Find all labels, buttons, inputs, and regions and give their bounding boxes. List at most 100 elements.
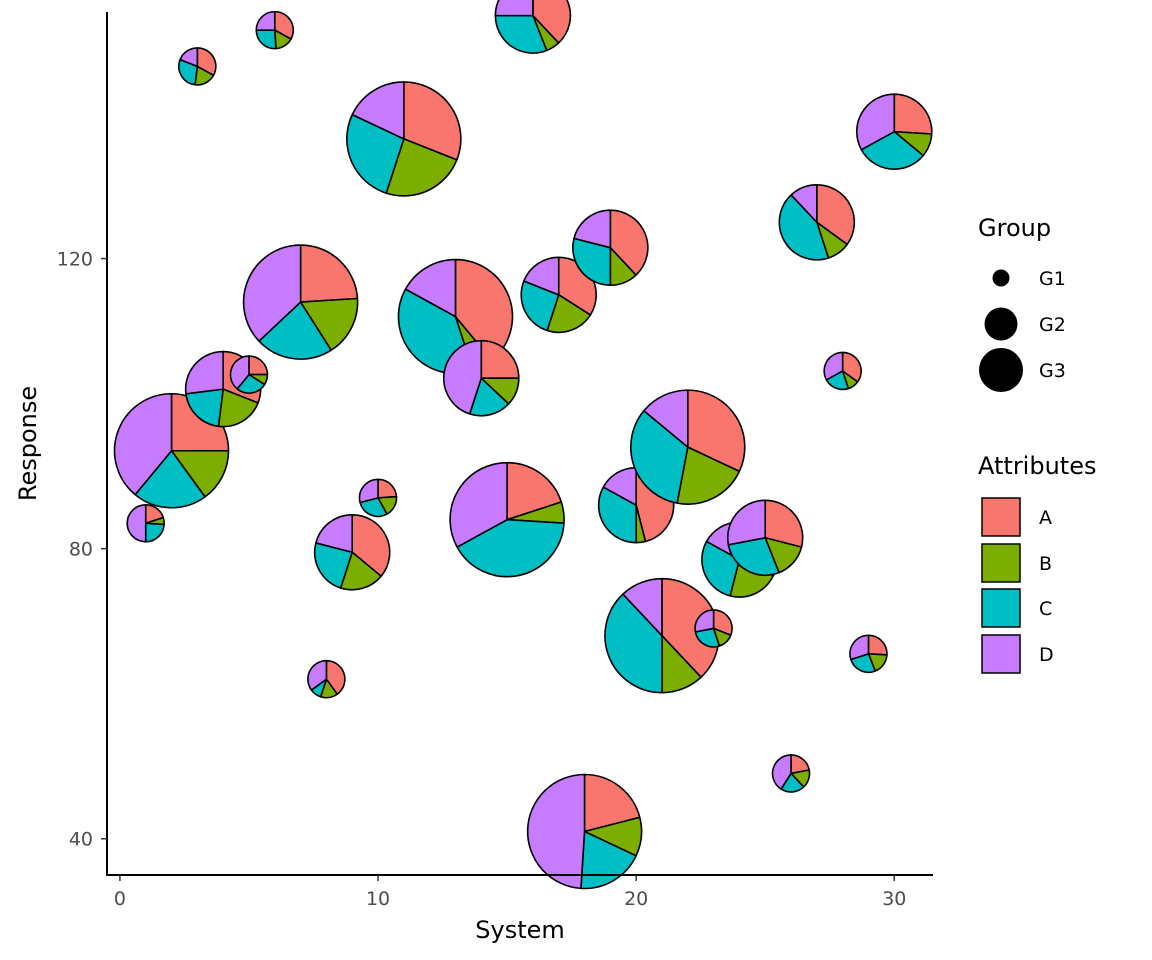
pie-slice-d (113, 392, 173, 496)
x-tick-label: 30 (882, 888, 906, 910)
pie-slice-d (771, 754, 792, 790)
pie-marker (823, 351, 862, 391)
pie-marker (346, 81, 462, 197)
pie-slice-d (126, 503, 147, 543)
legend-attribute-label: C (1039, 598, 1052, 620)
x-tick-label: 0 (114, 888, 126, 910)
legend-attribute-item: D (981, 634, 1054, 674)
pie-marker (630, 389, 746, 505)
pie-slice-c (134, 449, 206, 509)
pie-slice-a (480, 339, 520, 380)
legend-attribute-item: C (981, 588, 1052, 628)
pie-slice-d (726, 499, 767, 546)
pie-slice-d (315, 513, 354, 554)
pie-marker (604, 577, 720, 694)
pie-slice-d (523, 256, 560, 296)
pie-marker (726, 499, 804, 577)
pie-slice-c (346, 113, 405, 194)
legend-attributes-title: Attributes (978, 452, 1096, 480)
pie-slice-d (179, 47, 199, 68)
pie-marker (113, 392, 230, 509)
pie-slice-b (299, 297, 359, 352)
pie-slice-a (403, 81, 462, 161)
legend-group-symbol (979, 348, 1023, 392)
legend-group-item: G3 (979, 348, 1066, 392)
pie-slice-d (449, 461, 508, 548)
pie-slice-d (526, 773, 586, 890)
pie-marker (494, 0, 572, 54)
pie-slice-a (532, 0, 572, 44)
pie-slice-c (258, 301, 332, 360)
legend-attribute-label: B (1039, 553, 1052, 575)
pie-marker (358, 478, 398, 518)
pie-marker (449, 461, 565, 578)
pie-slice-a (816, 184, 856, 246)
pie-slice-c (468, 377, 510, 417)
pie-slice-d (229, 355, 250, 390)
legend-group-symbol (984, 307, 1018, 341)
legend-attribute-label: D (1039, 644, 1054, 666)
pie-slice-b (546, 294, 592, 334)
pie-slice-a (299, 244, 359, 303)
x-tick-label: 20 (624, 888, 648, 910)
pie-slice-a (506, 461, 563, 521)
legend-attribute-swatch (981, 634, 1021, 674)
pie-slice-d (790, 184, 818, 224)
pie-slice-a (712, 609, 733, 637)
pie-marker (771, 754, 811, 793)
pie-slice-c (520, 280, 560, 332)
pie-slice-b (385, 138, 458, 197)
x-axis-title: System (475, 916, 565, 944)
pie-slice-a (841, 351, 862, 383)
pie-marker (694, 609, 733, 648)
legend-group-label: G1 (1039, 268, 1066, 290)
pie-slice-d (184, 350, 224, 395)
pie-slice-d (855, 93, 896, 151)
pie-slice-c (778, 194, 830, 261)
pie-slice-c (185, 388, 224, 428)
y-tick-label: 80 (69, 539, 93, 561)
pie-marker (520, 256, 598, 334)
pie-slice-b (217, 388, 259, 428)
pie-slice-a (351, 513, 391, 577)
pie-slice-c (860, 130, 924, 170)
pie-slice-a (325, 659, 346, 695)
plot-area (113, 0, 933, 890)
pie-slice-d (351, 81, 405, 140)
legend-attribute-label: A (1039, 507, 1052, 529)
legend-group-title: Group (978, 214, 1051, 242)
pie-slice-c (727, 536, 780, 577)
x-tick-label: 10 (366, 888, 390, 910)
pie-slice-c (456, 518, 565, 578)
pie-slice-b (170, 449, 230, 498)
x-axis-ticks: 0 10 20 30 (114, 875, 906, 910)
pie-slice-d (694, 609, 715, 633)
pie-slice-d (573, 209, 612, 249)
pie-slice-c (597, 486, 637, 544)
pie-slice-c (178, 58, 199, 86)
pie-slice-b (339, 551, 382, 591)
pie-slice-b (676, 446, 741, 505)
legend-group-symbol (992, 269, 1010, 287)
pie-slice-d (823, 351, 844, 381)
legend-attribute-swatch (981, 588, 1021, 628)
pie-slice-d (242, 244, 302, 342)
legend-attribute-item: B (981, 543, 1052, 583)
pie-slice-d (404, 258, 457, 318)
pie-marker (242, 244, 359, 360)
pie-slice-a (893, 93, 933, 135)
pie-slice-b (729, 558, 775, 598)
pie-slice-d (643, 389, 689, 448)
pie-slice-a (764, 499, 804, 548)
axes: 0 10 20 30 40 80 120 System Response (14, 12, 933, 944)
legend: Group G1 G2 G3 Attributes A B C D (978, 214, 1096, 674)
pie-slice-c (494, 14, 548, 54)
pie-marker (849, 634, 888, 674)
y-axis-ticks: 40 80 120 (57, 249, 107, 851)
pie-slice-d (622, 577, 663, 637)
pie-marker (442, 339, 520, 417)
pie-slice-d (494, 0, 534, 17)
legend-group-items: G1 G2 G3 (979, 268, 1066, 392)
pie-slice-a (609, 209, 649, 276)
legend-group-item: G1 (992, 268, 1066, 290)
